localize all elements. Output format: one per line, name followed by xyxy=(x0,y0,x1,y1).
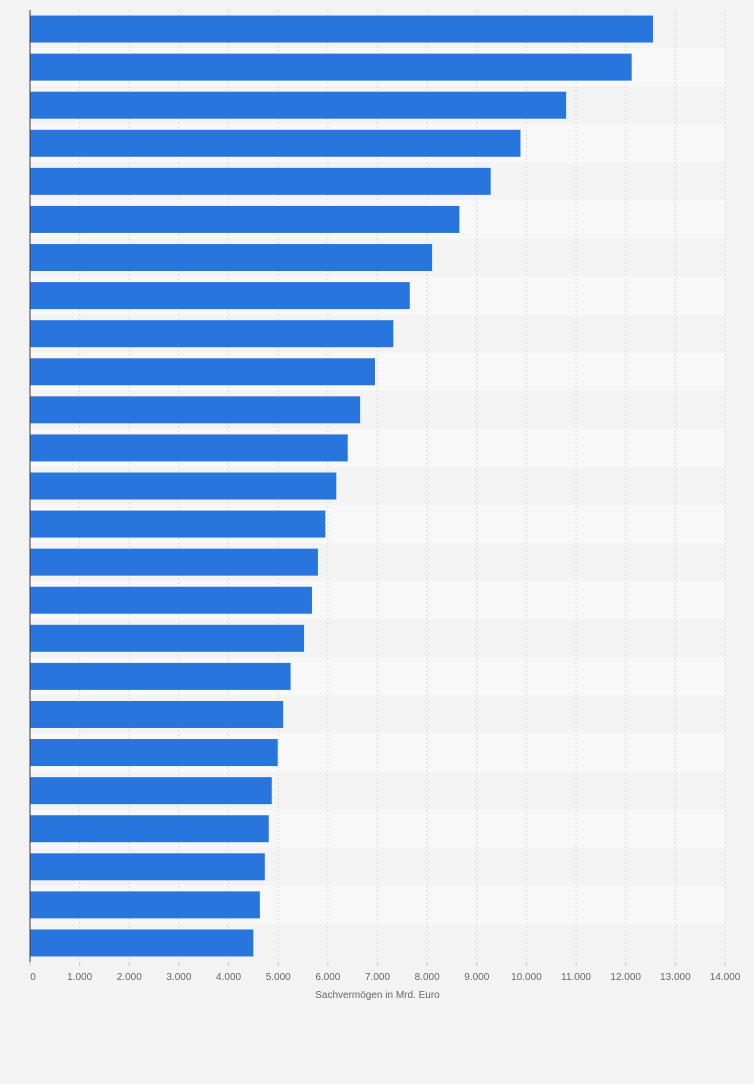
bar xyxy=(30,929,254,957)
bar xyxy=(30,510,326,538)
bar xyxy=(30,472,337,500)
x-tick-label: 3.000 xyxy=(166,972,191,983)
bar xyxy=(30,586,312,614)
bar xyxy=(30,282,410,310)
x-tick-label: 7.000 xyxy=(365,972,390,983)
bar xyxy=(30,205,460,233)
bar xyxy=(30,853,265,881)
bar xyxy=(30,739,278,767)
bar xyxy=(30,700,284,728)
bar xyxy=(30,320,394,348)
bar xyxy=(30,53,632,81)
x-tick-label: 0 xyxy=(30,972,36,983)
x-tick-label: 12.000 xyxy=(610,972,641,983)
x-tick-label: 1.000 xyxy=(67,972,92,983)
bar xyxy=(30,624,305,652)
x-tick-label: 8.000 xyxy=(415,972,440,983)
x-tick-label: 10.000 xyxy=(511,972,542,983)
bar xyxy=(30,891,260,919)
x-tick-label: 6.000 xyxy=(315,972,340,983)
bar xyxy=(30,167,491,195)
bar xyxy=(30,91,567,119)
x-axis-ticks: 0 1.000 2.000 3.000 4.000 5.000 6.000 7.000 8.00… xyxy=(29,962,741,983)
bar xyxy=(30,129,521,157)
bar xyxy=(30,244,433,272)
x-tick-label: 13.000 xyxy=(660,972,691,983)
x-tick-label: 2.000 xyxy=(117,972,142,983)
bar xyxy=(30,15,654,43)
bar xyxy=(30,662,291,690)
bar xyxy=(30,434,348,462)
bar xyxy=(30,396,361,424)
x-axis-title: Sachvermögen in Mrd. Euro xyxy=(315,990,440,1001)
bar xyxy=(30,358,376,386)
x-tick-label: 4.000 xyxy=(216,972,241,983)
x-tick-label: 14.000 xyxy=(710,972,741,983)
x-tick-label: 9.000 xyxy=(464,972,489,983)
bars xyxy=(30,15,654,957)
bar xyxy=(30,815,269,843)
x-tick-label: 11.000 xyxy=(561,972,591,983)
bar xyxy=(30,548,318,576)
bar xyxy=(30,777,272,805)
x-tick-label: 5.000 xyxy=(266,972,291,983)
